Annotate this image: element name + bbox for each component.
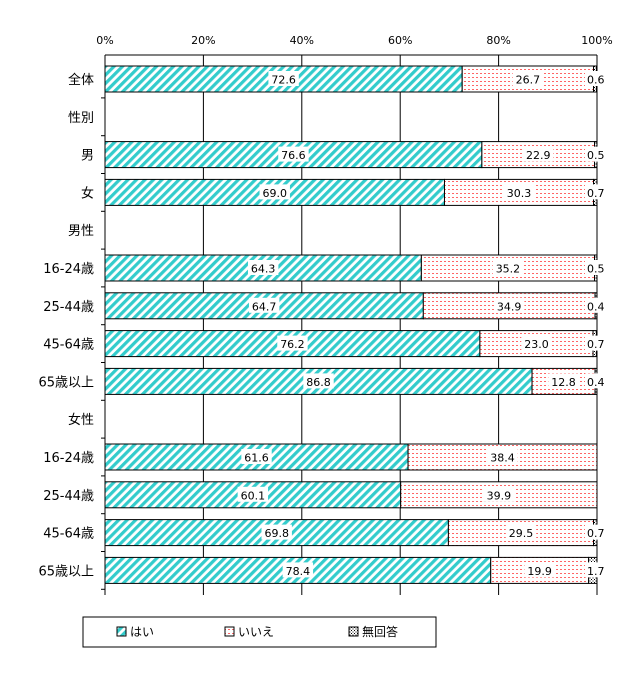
labels: 0% 20% 40% 60% 80% 100% 全体 72.6 26.7 0.6 性別男 76.6 22… — [38, 34, 612, 579]
bars — [104, 65, 598, 584]
data-label: 23.0 — [524, 338, 549, 351]
data-label: 69.0 — [262, 187, 287, 200]
legend-label: いいえ — [238, 625, 274, 639]
data-label: 22.9 — [526, 149, 551, 162]
data-label-bg — [241, 449, 272, 464]
legend-label: 無回答 — [362, 624, 398, 639]
data-label: 69.8 — [264, 527, 289, 540]
legend-swatch — [348, 626, 359, 637]
x-tick-label: 60% — [388, 34, 412, 47]
data-label-bg — [585, 524, 609, 540]
data-label-bg — [548, 373, 579, 389]
data-label-bg — [247, 260, 279, 275]
data-label-bg — [303, 373, 334, 389]
data-label: 0.5 — [587, 263, 605, 276]
grid — [104, 55, 598, 595]
data-label-bg — [493, 297, 525, 313]
data-label: 76.2 — [280, 338, 305, 351]
data-label: 19.9 — [527, 565, 552, 578]
data-label: 0.4 — [587, 376, 605, 389]
data-label-bg — [585, 373, 609, 389]
data-label: 35.2 — [496, 263, 521, 276]
x-tick-label: 0% — [96, 34, 113, 47]
bar-segment-yes — [104, 178, 445, 206]
data-label-bg — [585, 260, 609, 275]
data-label-bg — [261, 524, 292, 540]
data-label: 64.7 — [252, 300, 277, 313]
legend: はい いいえ 無回答 — [82, 616, 437, 648]
data-label-bg — [237, 486, 269, 502]
legend-box — [82, 616, 437, 648]
data-label-bg — [585, 146, 609, 162]
data-label-bg — [277, 335, 308, 351]
data-label: 0.6 — [587, 74, 605, 87]
data-label: 30.3 — [507, 187, 532, 200]
category-label: 16-24歳 — [43, 262, 94, 277]
data-label-bg — [282, 562, 314, 578]
data-label: 0.5 — [587, 149, 605, 162]
data-label: 78.4 — [286, 565, 311, 578]
category-label: 女 — [81, 185, 94, 201]
data-label: 26.7 — [516, 74, 541, 87]
data-label: 0.4 — [587, 300, 605, 313]
data-label-bg — [492, 260, 524, 275]
data-label: 0.7 — [587, 338, 605, 351]
category-label: 65歳以上 — [38, 564, 94, 579]
category-label: 25-44歳 — [43, 300, 94, 315]
data-label: 72.6 — [271, 74, 296, 87]
group-header-label: 男性 — [68, 224, 94, 239]
data-label-bg — [523, 146, 554, 162]
category-label: 45-64歳 — [43, 527, 94, 542]
data-label-bg — [521, 335, 552, 351]
data-label-bg — [524, 562, 555, 578]
data-label-bg — [487, 449, 518, 464]
data-label: 34.9 — [497, 300, 522, 313]
data-label: 38.4 — [490, 452, 515, 465]
data-label: 86.8 — [306, 376, 331, 389]
category-label: 45-64歳 — [43, 338, 94, 353]
data-label-bg — [585, 71, 609, 86]
axes — [101, 54, 597, 595]
data-label: 0.7 — [587, 187, 605, 200]
data-label-bg — [585, 335, 609, 351]
x-tick-label: 40% — [290, 34, 314, 47]
data-label-bg — [259, 184, 290, 200]
data-label: 60.1 — [241, 489, 266, 502]
category-label: 男 — [81, 149, 94, 164]
data-label-bg — [585, 297, 609, 313]
x-tick-label: 100% — [581, 34, 612, 47]
data-label: 29.5 — [509, 527, 534, 540]
data-label: 64.3 — [251, 263, 276, 276]
legend-swatch — [116, 626, 127, 637]
data-label-bg — [248, 297, 280, 313]
category-label: 25-44歳 — [43, 489, 94, 504]
data-label: 76.6 — [281, 149, 306, 162]
data-label: 61.6 — [244, 452, 269, 465]
data-label-bg — [278, 146, 309, 162]
data-label-bg — [585, 184, 609, 200]
data-label: 0.7 — [587, 527, 605, 540]
x-tick-label: 20% — [191, 34, 215, 47]
data-label-bg — [512, 71, 544, 86]
group-header-label: 性別 — [68, 111, 94, 126]
data-label: 12.8 — [551, 376, 576, 389]
legend-swatch — [224, 626, 235, 637]
data-label: 39.9 — [487, 489, 512, 502]
data-label-bg — [268, 71, 299, 86]
data-label-bg — [585, 562, 609, 578]
data-label-bg — [483, 486, 515, 502]
category-label: 65歳以上 — [38, 375, 94, 390]
data-label-bg — [505, 524, 537, 540]
category-label: 全体 — [68, 72, 94, 88]
group-header-label: 女性 — [68, 412, 94, 428]
category-label: 16-24歳 — [43, 451, 94, 466]
x-tick-label: 80% — [486, 34, 510, 47]
legend-label: はい — [130, 625, 154, 639]
bar-segment-no — [461, 65, 595, 93]
data-label: 1.7 — [587, 565, 605, 578]
data-label-bg — [503, 184, 535, 200]
